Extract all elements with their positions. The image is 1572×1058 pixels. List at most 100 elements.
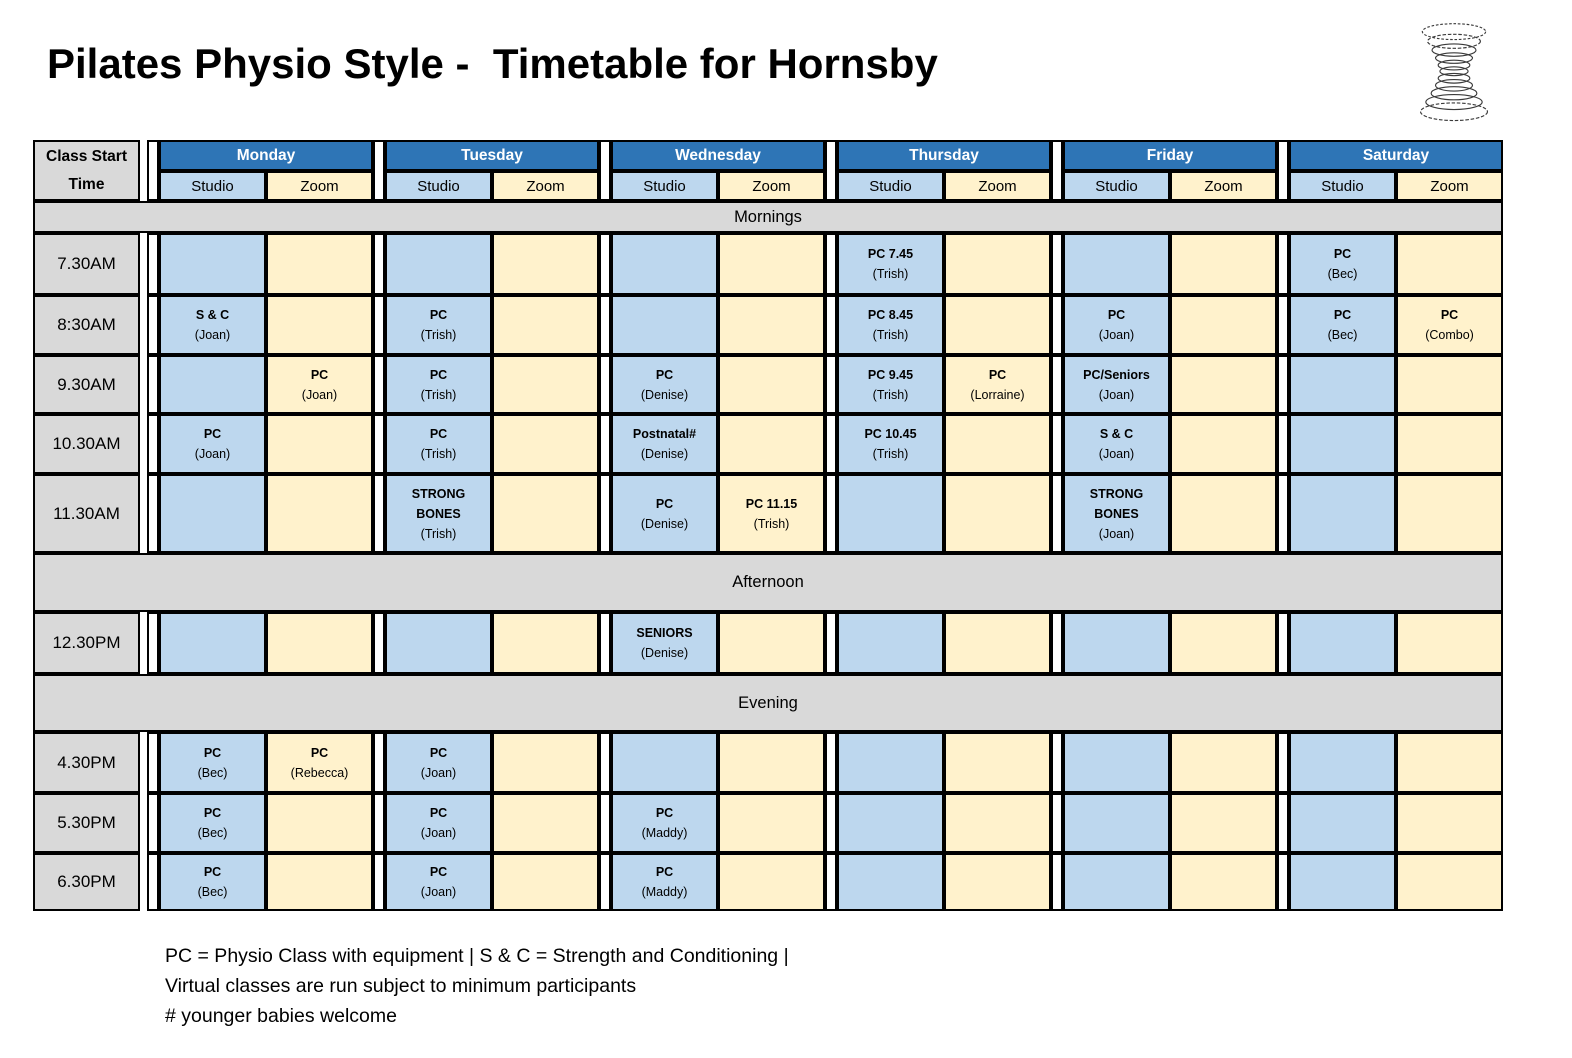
spacer xyxy=(599,140,611,201)
cell-friday-zoom-10-30am xyxy=(1170,414,1277,474)
class-name: PC xyxy=(429,427,448,441)
cell-wednesday-zoom-7-30am xyxy=(718,233,825,295)
cell-wednesday-zoom-12-30pm xyxy=(718,612,825,674)
class-instructor: (Joan) xyxy=(194,447,231,461)
class-instructor: (Trish) xyxy=(420,526,457,541)
day-header-monday: Monday xyxy=(159,140,373,171)
corner-class-start-time: Class Start Time xyxy=(33,140,140,201)
spacer xyxy=(599,233,611,295)
spacer xyxy=(825,355,837,414)
cell-tuesday-zoom-6-30pm xyxy=(492,853,599,911)
time-cell-10-30am: 10.30AM xyxy=(33,414,140,474)
class-instructor: (Lorraine) xyxy=(970,387,1025,402)
cell-tuesday-studio-10-30am: PC (Trish) xyxy=(385,414,492,474)
cell-friday-studio-6-30pm xyxy=(1063,853,1170,911)
spacer xyxy=(147,793,159,853)
cell-wednesday-studio-7-30am xyxy=(611,233,718,295)
time-cell-9-30am: 9.30AM xyxy=(33,355,140,414)
class-name: PC xyxy=(1333,308,1352,322)
class-instructor: (Maddy) xyxy=(641,826,688,840)
cell-wednesday-studio-6-30pm: PC (Maddy) xyxy=(611,853,718,911)
class-name: PC 11.15 xyxy=(745,496,798,511)
subheader-thursday-studio: Studio xyxy=(837,171,944,201)
cell-tuesday-studio-12-30pm xyxy=(385,612,492,674)
cell-thursday-zoom-6-30pm xyxy=(944,853,1051,911)
class-instructor: (Joan) xyxy=(420,765,457,780)
cell-monday-zoom-6-30pm xyxy=(266,853,373,911)
cell-saturday-zoom-8-30am: PC (Combo) xyxy=(1396,295,1503,355)
cell-saturday-studio-11-30am xyxy=(1289,474,1396,553)
class-name: STRONG xyxy=(1089,486,1144,501)
spacer xyxy=(373,233,385,295)
class-instructor: (Trish) xyxy=(420,387,457,402)
cell-wednesday-studio-5-30pm: PC (Maddy) xyxy=(611,793,718,853)
cell-tuesday-zoom-4-30pm xyxy=(492,732,599,793)
cell-friday-zoom-8-30am xyxy=(1170,295,1277,355)
class-instructor: (Trish) xyxy=(753,516,790,531)
spacer xyxy=(825,793,837,853)
cell-saturday-zoom-12-30pm xyxy=(1396,612,1503,674)
spacer xyxy=(1051,233,1063,295)
day-header-tuesday: Tuesday xyxy=(385,140,599,171)
class-name: PC xyxy=(655,367,674,382)
cell-thursday-zoom-9-30am: PC (Lorraine) xyxy=(944,355,1051,414)
class-instructor: (Rebecca) xyxy=(290,765,349,780)
class-name: PC xyxy=(310,745,329,760)
cell-wednesday-zoom-4-30pm xyxy=(718,732,825,793)
spacer xyxy=(1277,233,1289,295)
spacer xyxy=(147,612,159,674)
spacer xyxy=(1051,474,1063,553)
cell-monday-zoom-8-30am xyxy=(266,295,373,355)
cell-saturday-zoom-5-30pm xyxy=(1396,793,1503,853)
cell-friday-zoom-9-30am xyxy=(1170,355,1277,414)
cell-thursday-studio-12-30pm xyxy=(837,612,944,674)
cell-friday-studio-10-30am: S & C (Joan) xyxy=(1063,414,1170,474)
cell-saturday-zoom-11-30am xyxy=(1396,474,1503,553)
class-name: S & C xyxy=(1099,427,1134,441)
spacer xyxy=(147,355,159,414)
class-instructor: (Bec) xyxy=(1327,267,1358,281)
cell-thursday-studio-11-30am xyxy=(837,474,944,553)
cell-monday-zoom-10-30am xyxy=(266,414,373,474)
section-band-mornings: Mornings xyxy=(33,201,1503,233)
cell-monday-studio-8-30am: S & C (Joan) xyxy=(159,295,266,355)
spacer xyxy=(373,732,385,793)
class-name: STRONG xyxy=(411,486,466,501)
cell-thursday-studio-10-30am: PC 10.45 (Trish) xyxy=(837,414,944,474)
cell-thursday-zoom-8-30am xyxy=(944,295,1051,355)
spacer xyxy=(825,853,837,911)
spacer xyxy=(1051,793,1063,853)
spacer xyxy=(599,295,611,355)
cell-friday-studio-7-30am xyxy=(1063,233,1170,295)
section-band-afternoon: Afternoon xyxy=(33,553,1503,612)
subheader-friday-zoom: Zoom xyxy=(1170,171,1277,201)
class-name: PC/Seniors xyxy=(1083,367,1150,382)
section-band-evening: Evening xyxy=(33,674,1503,732)
spacer xyxy=(1277,474,1289,553)
class-name: BONES xyxy=(1094,506,1139,521)
class-instructor: (Bec) xyxy=(1327,328,1358,342)
time-cell-12-30pm: 12.30PM xyxy=(33,612,140,674)
spacer xyxy=(373,140,385,201)
class-name: PC xyxy=(203,745,222,760)
spacer xyxy=(147,140,159,201)
legend-line: Virtual classes are run subject to minim… xyxy=(165,975,637,998)
cell-wednesday-zoom-6-30pm xyxy=(718,853,825,911)
cell-tuesday-studio-4-30pm: PC (Joan) xyxy=(385,732,492,793)
timetable: Class Start Time Monday Studio Zoom Tuesday St… xyxy=(33,140,1503,911)
cell-friday-zoom-5-30pm xyxy=(1170,793,1277,853)
spacer xyxy=(825,140,837,201)
class-instructor: (Trish) xyxy=(420,447,457,461)
cell-saturday-studio-4-30pm xyxy=(1289,732,1396,793)
cell-thursday-zoom-4-30pm xyxy=(944,732,1051,793)
cell-monday-studio-9-30am xyxy=(159,355,266,414)
cell-friday-studio-9-30am: PC/Seniors (Joan) xyxy=(1063,355,1170,414)
class-instructor: (Joan) xyxy=(1098,387,1135,402)
class-name: PC xyxy=(203,427,222,441)
cell-monday-studio-12-30pm xyxy=(159,612,266,674)
cell-thursday-zoom-10-30am xyxy=(944,414,1051,474)
class-instructor: (Joan) xyxy=(194,328,231,342)
class-instructor: (Bec) xyxy=(197,885,228,899)
cell-monday-studio-4-30pm: PC (Bec) xyxy=(159,732,266,793)
class-instructor: (Bec) xyxy=(197,826,228,840)
